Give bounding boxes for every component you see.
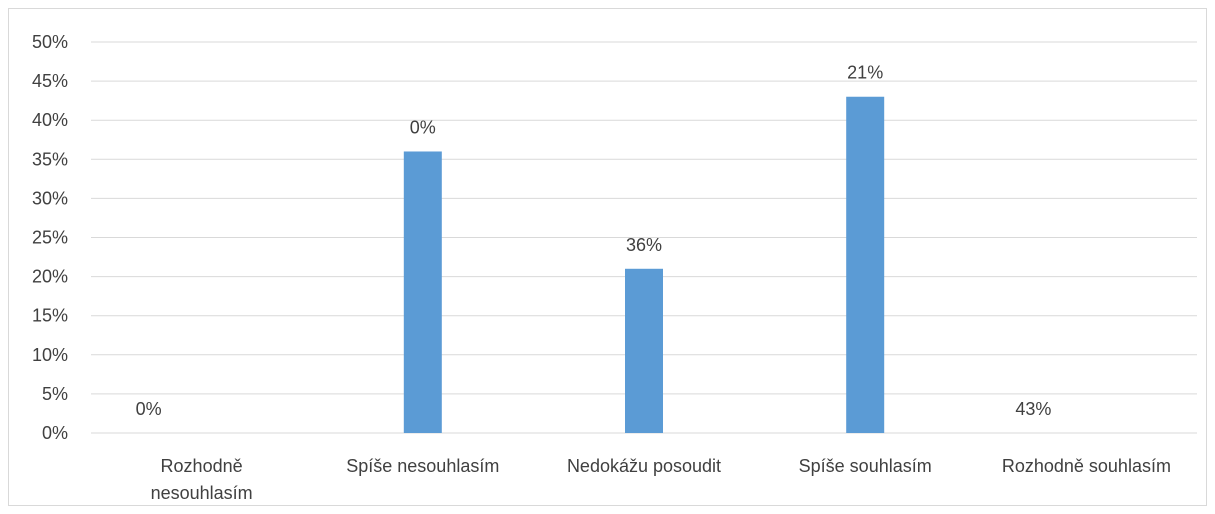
y-tick-label: 45% — [32, 71, 68, 91]
data-label: 36% — [626, 235, 662, 255]
x-axis-category-labels: Rozhodně nesouhlasím Spíše nesouhlasím Nedo… — [151, 456, 1171, 503]
gridlines — [91, 41, 1197, 434]
y-tick-label: 40% — [32, 110, 68, 130]
y-tick-label: 0% — [42, 423, 68, 443]
bar — [846, 96, 885, 434]
y-tick-label: 30% — [32, 188, 68, 208]
category-label: Rozhodně nesouhlasím — [151, 456, 253, 503]
bars — [403, 96, 885, 434]
data-label: 21% — [847, 63, 883, 83]
data-label: 43% — [1015, 399, 1051, 419]
y-tick-label: 10% — [32, 345, 68, 365]
category-label: Spíše nesouhlasím — [346, 456, 499, 476]
y-tick-label: 50% — [32, 32, 68, 52]
category-label: Nedokážu posoudit — [567, 456, 721, 476]
y-tick-label: 5% — [42, 384, 68, 404]
y-tick-label: 35% — [32, 149, 68, 169]
category-label: Rozhodně souhlasím — [1002, 456, 1171, 476]
data-label: 0% — [410, 117, 436, 137]
y-tick-label: 20% — [32, 267, 68, 287]
data-label: 0% — [136, 399, 162, 419]
data-labels: 0% 0% 36% 21% 43% — [136, 63, 1052, 419]
bar — [625, 268, 663, 433]
y-axis-tick-labels: 0% 5% 10% 15% 20% 25% 30% 35% 40% 45% 50% — [32, 32, 68, 443]
category-label: Spíše souhlasím — [799, 456, 932, 476]
y-tick-label: 25% — [32, 228, 68, 248]
bar — [403, 151, 442, 434]
chart-frame — [8, 8, 1207, 506]
y-tick-label: 15% — [32, 306, 68, 326]
